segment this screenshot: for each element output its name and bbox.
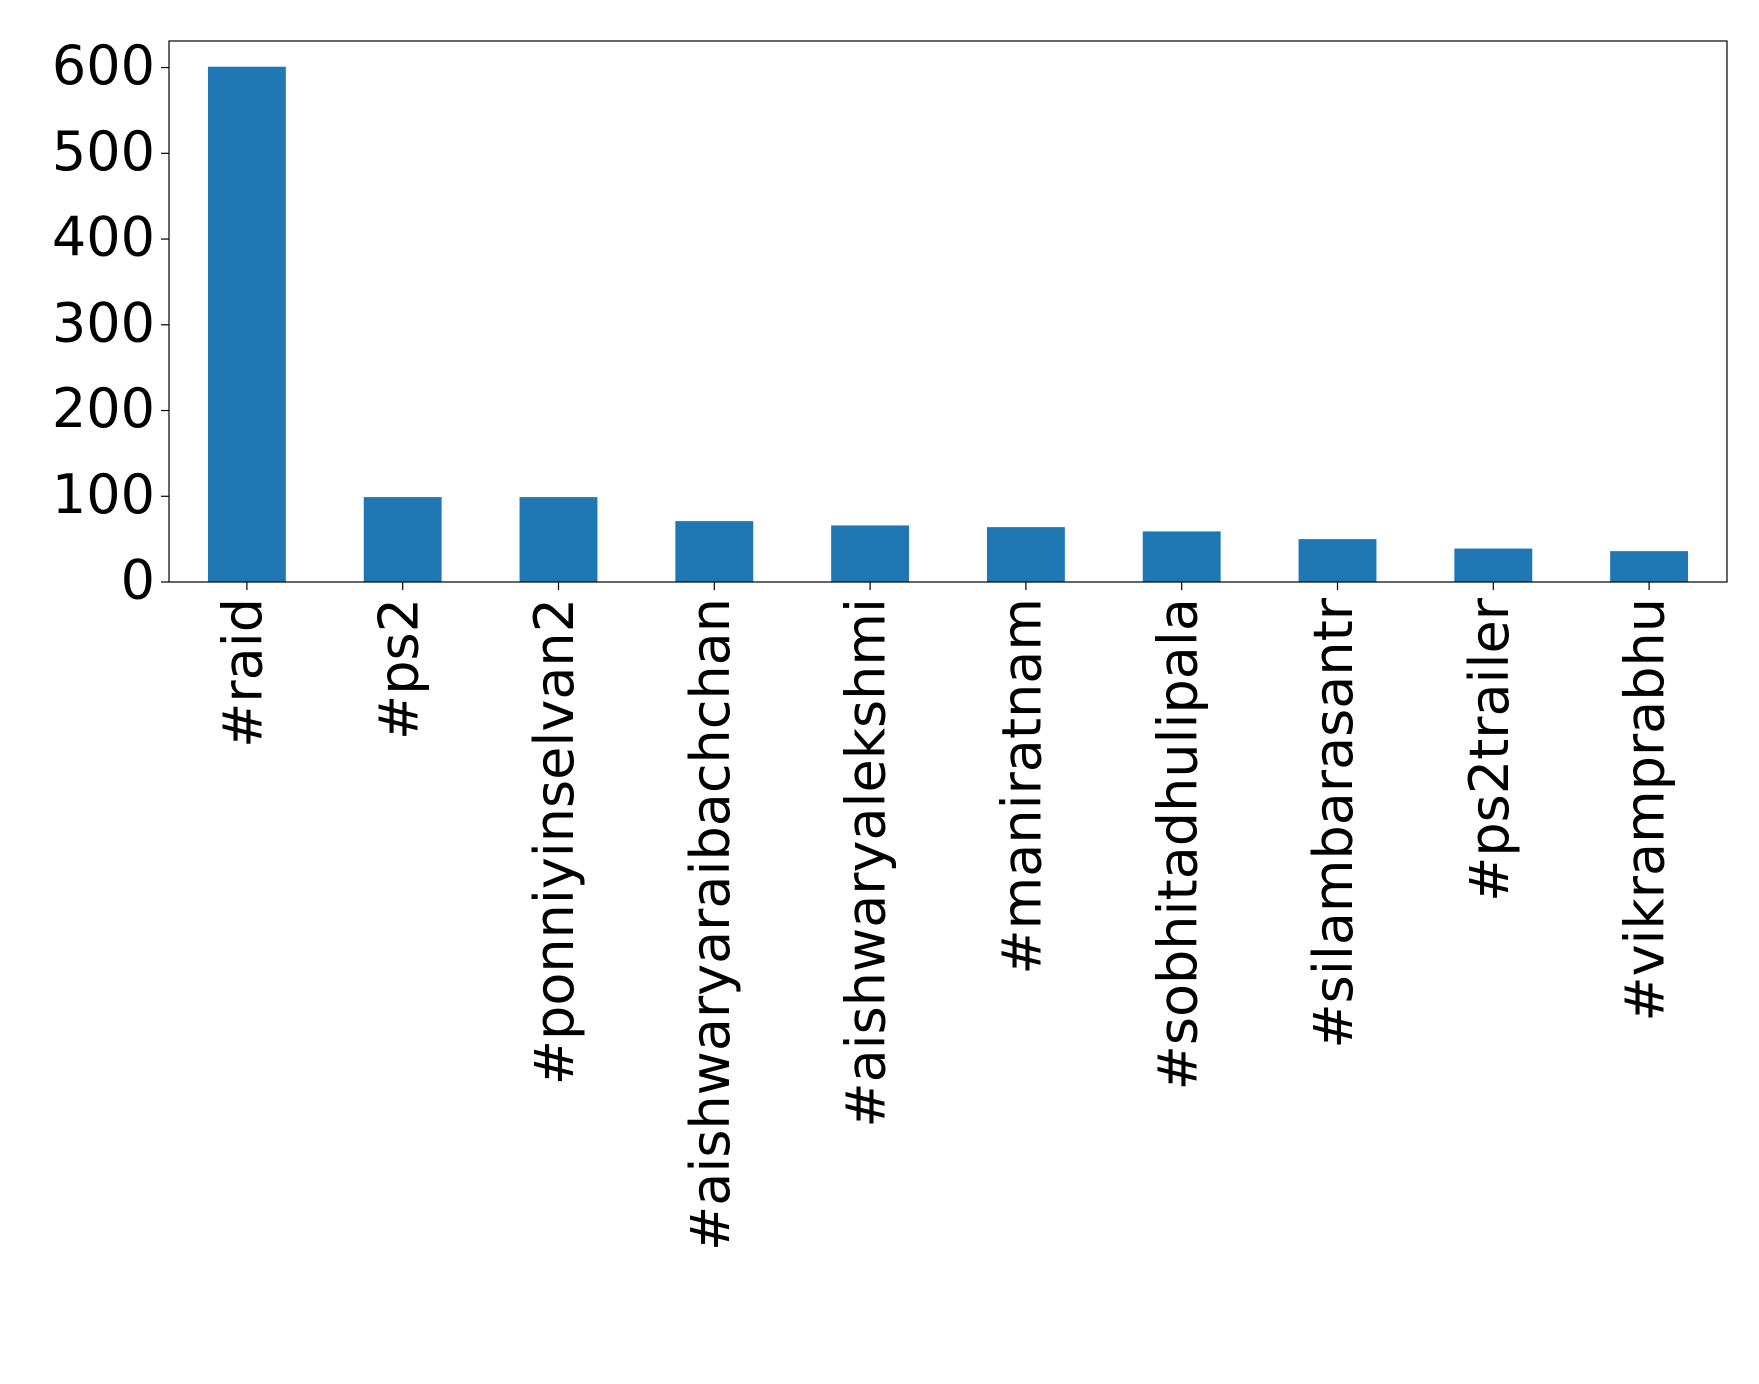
x-tick-label: #aishwaryalekshmi	[835, 598, 898, 1128]
y-tick-label: 0	[121, 549, 155, 612]
x-tick-label: #vikramprabhu	[1614, 598, 1677, 1022]
bar	[831, 525, 910, 582]
x-tick-label: #ps2trailer	[1458, 597, 1521, 902]
y-tick-label: 200	[52, 377, 155, 440]
x-tick-label: #silambarasantr	[1302, 597, 1365, 1048]
x-tick-label: #maniratnam	[991, 598, 1054, 975]
bar	[986, 527, 1065, 582]
y-tick-label: 500	[52, 120, 155, 183]
bar	[1610, 551, 1689, 582]
y-tick-label: 600	[52, 34, 155, 97]
bar	[519, 497, 598, 582]
bar	[363, 497, 442, 582]
y-tick-label: 400	[52, 206, 155, 269]
y-tick-label: 300	[52, 291, 155, 354]
y-tick-label: 100	[52, 463, 155, 526]
bar	[1454, 548, 1533, 582]
x-tick-label: #ponniyinselvan2	[523, 598, 586, 1085]
bar	[207, 66, 286, 583]
x-tick-label: #aishwaryaraibachchan	[679, 598, 742, 1251]
bar	[675, 521, 754, 582]
x-tick-label: #raid	[212, 598, 275, 748]
bar	[1298, 539, 1377, 582]
x-tick-label: #sobhitadhulipala	[1146, 598, 1209, 1090]
x-tick-label: #ps2	[367, 598, 430, 740]
plot-frame	[168, 40, 1728, 583]
bar	[1142, 531, 1221, 582]
